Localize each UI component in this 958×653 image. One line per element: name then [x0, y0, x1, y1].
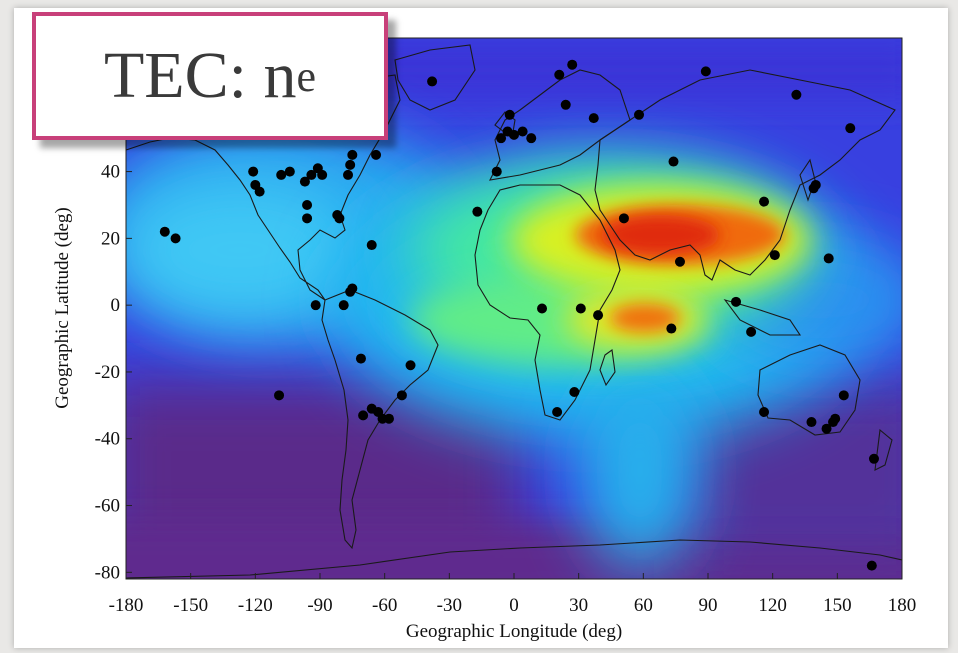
station-marker: [866, 560, 877, 571]
station-marker: [396, 390, 407, 401]
y-tick-label: -60: [95, 496, 120, 517]
station-marker: [366, 240, 377, 251]
station-marker: [310, 300, 321, 311]
station-marker: [567, 59, 578, 70]
station-marker: [517, 126, 528, 137]
station-marker: [276, 169, 287, 180]
station-marker: [274, 390, 285, 401]
station-marker: [634, 109, 645, 120]
station-marker: [383, 413, 394, 424]
station-marker: [808, 183, 819, 194]
station-marker: [338, 300, 349, 311]
station-marker: [569, 386, 580, 397]
heatmap-field: [126, 38, 902, 579]
x-tick-label: 30: [569, 595, 588, 616]
station-marker: [759, 196, 770, 207]
station-marker: [526, 133, 537, 144]
station-marker: [509, 129, 519, 140]
station-marker: [552, 407, 563, 418]
tec-label-text: TEC: n: [103, 39, 297, 112]
station-marker: [302, 199, 313, 210]
tec-label-subscript: e: [296, 51, 317, 101]
station-marker: [666, 323, 677, 334]
station-marker: [358, 410, 369, 421]
station-marker: [821, 423, 832, 434]
station-marker: [674, 256, 685, 267]
station-marker: [405, 360, 416, 371]
y-tick-label: -40: [95, 429, 120, 450]
x-axis-ticks: -180 -150 -120 -90 -60 -30 0 30 60 90 120 150 180: [109, 573, 917, 616]
station-marker: [823, 253, 834, 264]
station-marker: [593, 310, 604, 321]
station-marker: [791, 89, 802, 100]
station-marker: [317, 169, 328, 180]
x-tick-label: -30: [437, 595, 462, 616]
x-tick-label: 90: [699, 595, 718, 616]
station-marker: [575, 303, 586, 314]
station-marker: [302, 213, 313, 224]
station-marker: [248, 166, 259, 177]
station-marker: [588, 113, 599, 124]
station-marker: [306, 169, 317, 180]
station-marker: [284, 166, 295, 177]
station-marker: [618, 213, 629, 224]
x-tick-label: -60: [372, 595, 397, 616]
x-tick-label: -90: [307, 595, 332, 616]
station-marker: [746, 326, 757, 337]
station-marker: [159, 226, 170, 237]
y-tick-label: 40: [101, 162, 120, 183]
x-tick-label: -120: [238, 595, 273, 616]
station-marker: [838, 390, 849, 401]
station-marker: [472, 206, 483, 217]
x-tick-label: 120: [758, 595, 787, 616]
station-marker: [343, 169, 354, 180]
station-marker: [845, 123, 856, 134]
coastlines: [126, 44, 902, 579]
station-marker: [491, 166, 502, 177]
station-marker: [170, 233, 181, 244]
station-marker: [254, 186, 265, 197]
station-marker: [355, 353, 366, 364]
station-marker: [731, 296, 742, 307]
y-axis-ticks: -80 -60 -40 -20 0 20 40: [95, 162, 132, 583]
x-tick-label: 60: [634, 595, 653, 616]
x-tick-label: 150: [823, 595, 852, 616]
y-tick-label: -20: [95, 362, 120, 383]
station-marker: [371, 149, 382, 160]
x-tick-label: -180: [109, 595, 144, 616]
y-tick-label: 0: [111, 295, 121, 316]
station-marker: [537, 303, 548, 314]
y-tick-label: 20: [101, 228, 120, 249]
station-marker: [759, 407, 770, 418]
x-tick-label: -150: [173, 595, 208, 616]
x-axis-label: Geographic Longitude (deg): [406, 621, 622, 642]
station-marker: [769, 250, 780, 261]
station-marker: [806, 417, 817, 428]
station-marker: [560, 99, 571, 110]
station-marker: [668, 156, 679, 167]
station-marker: [496, 133, 507, 144]
station-marker: [347, 149, 358, 160]
x-tick-label: 0: [509, 595, 519, 616]
station-marker: [830, 413, 841, 424]
y-tick-label: -80: [95, 562, 120, 583]
station-marker: [554, 69, 565, 80]
y-axis-label: Geographic Latitude (deg): [52, 207, 73, 409]
station-markers: [159, 59, 879, 571]
station-marker: [299, 176, 310, 187]
station-marker: [868, 453, 879, 464]
station-marker: [427, 76, 438, 87]
x-tick-label: 180: [888, 595, 917, 616]
station-marker: [345, 159, 356, 170]
station-marker: [347, 283, 358, 294]
station-marker: [700, 66, 711, 77]
station-marker: [504, 109, 515, 120]
station-marker: [334, 213, 345, 224]
